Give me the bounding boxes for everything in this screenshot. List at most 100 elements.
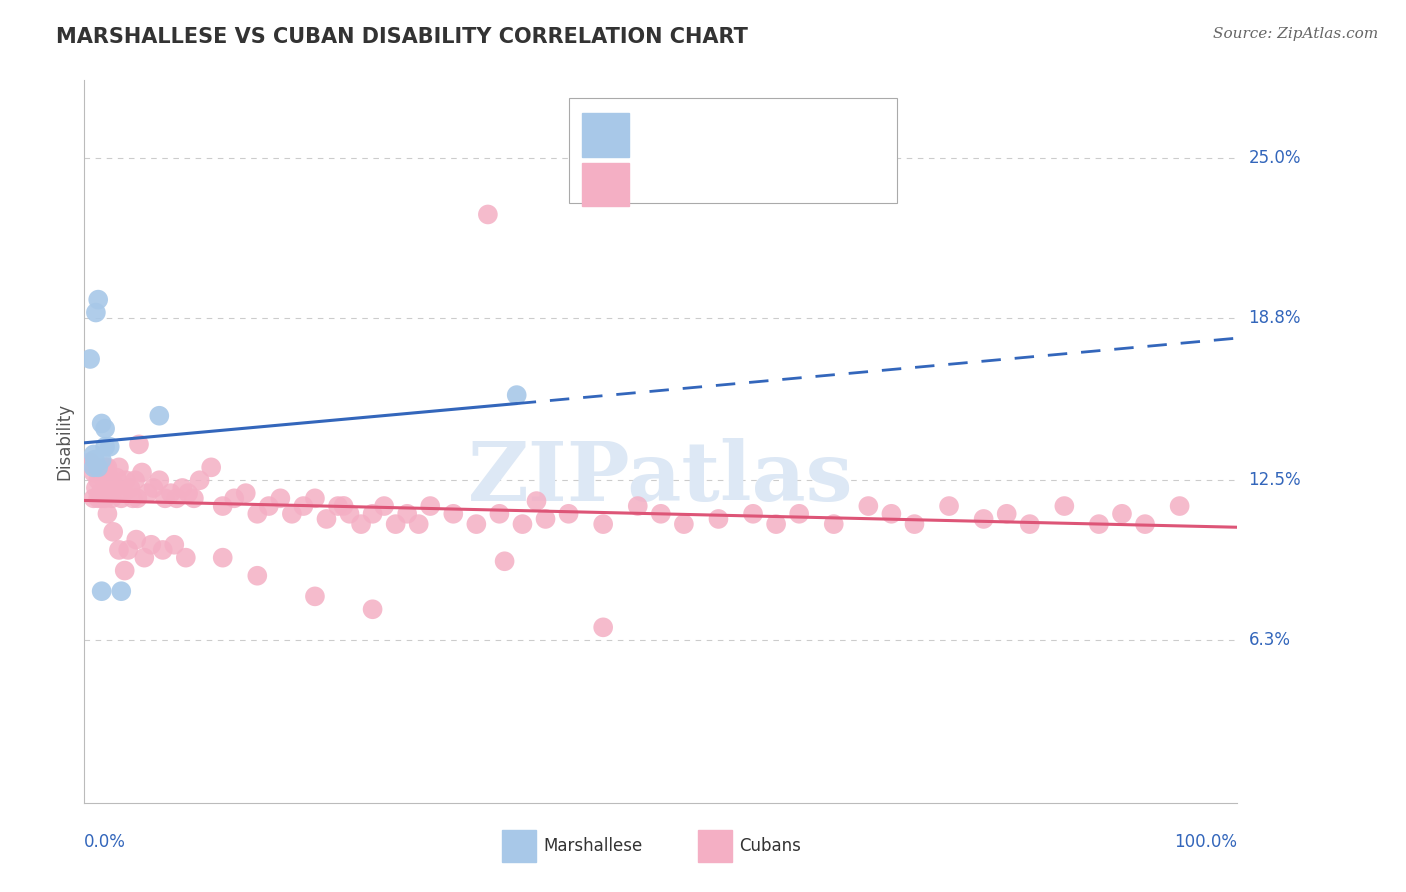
Point: [96, 460, 118, 475]
Point: [326, 499, 349, 513]
Point: [494, 554, 516, 568]
Point: [153, 491, 176, 506]
Point: [707, 512, 730, 526]
Point: [765, 517, 787, 532]
Text: R =: R =: [640, 126, 671, 144]
Point: [103, 481, 125, 495]
Point: [101, 473, 124, 487]
Point: [315, 512, 337, 526]
Point: [1053, 499, 1076, 513]
Text: 0.114: 0.114: [700, 126, 758, 144]
Point: [83, 447, 105, 461]
Point: [292, 499, 315, 513]
Point: [384, 517, 406, 532]
Point: [148, 409, 170, 423]
Text: Marshallese: Marshallese: [543, 838, 643, 855]
Point: [83, 466, 105, 480]
Text: 100.0%: 100.0%: [1174, 833, 1237, 851]
Point: [672, 517, 695, 532]
Point: [269, 491, 291, 506]
Point: [174, 550, 197, 565]
Point: [87, 491, 110, 506]
Point: [1018, 517, 1040, 532]
Point: [246, 568, 269, 582]
Point: [83, 452, 105, 467]
Text: MARSHALLESE VS CUBAN DISABILITY CORRELATION CHART: MARSHALLESE VS CUBAN DISABILITY CORRELAT…: [56, 27, 748, 46]
Point: [117, 542, 139, 557]
Point: [128, 437, 150, 451]
Point: [166, 491, 188, 506]
Point: [246, 507, 269, 521]
Point: [103, 524, 124, 539]
Point: [512, 517, 534, 532]
Point: [995, 507, 1018, 521]
Point: [101, 491, 124, 506]
Point: [87, 293, 110, 307]
Point: [83, 491, 105, 506]
Point: [141, 538, 163, 552]
Point: [592, 517, 614, 532]
Point: [419, 499, 441, 513]
Point: [332, 499, 354, 513]
Point: [87, 473, 110, 487]
Point: [84, 305, 107, 319]
Point: [1088, 517, 1111, 532]
Point: [257, 499, 280, 513]
Point: [396, 507, 419, 521]
FancyBboxPatch shape: [582, 113, 628, 157]
Text: 0.0%: 0.0%: [84, 833, 127, 851]
Point: [281, 507, 304, 521]
Point: [134, 550, 156, 565]
Point: [973, 512, 995, 526]
Point: [224, 491, 246, 506]
Point: [103, 481, 125, 495]
Point: [79, 351, 101, 366]
Point: [160, 486, 183, 500]
Point: [534, 512, 557, 526]
Point: [183, 491, 205, 506]
Text: 25.0%: 25.0%: [1249, 149, 1301, 167]
Point: [96, 466, 118, 480]
Point: [188, 473, 211, 487]
Point: [465, 517, 488, 532]
Point: [152, 542, 174, 557]
Text: Source: ZipAtlas.com: Source: ZipAtlas.com: [1212, 27, 1378, 41]
Point: [131, 466, 153, 480]
Text: R =: R =: [640, 175, 671, 194]
Point: [304, 590, 326, 604]
Point: [823, 517, 845, 532]
FancyBboxPatch shape: [502, 830, 536, 862]
Point: [938, 499, 960, 513]
Text: N =: N =: [773, 175, 804, 194]
Point: [125, 533, 148, 547]
Point: [787, 507, 810, 521]
Point: [108, 460, 131, 475]
Text: 12.5%: 12.5%: [1249, 471, 1301, 489]
Point: [90, 584, 112, 599]
Point: [87, 460, 110, 475]
Point: [120, 481, 142, 495]
Point: [105, 471, 128, 485]
Point: [94, 440, 117, 454]
Point: [880, 507, 903, 521]
Text: N =: N =: [773, 126, 804, 144]
Point: [94, 422, 117, 436]
Text: 6.3%: 6.3%: [1249, 632, 1291, 649]
Point: [94, 460, 117, 475]
Point: [361, 602, 384, 616]
Point: [172, 481, 194, 495]
Point: [115, 473, 138, 487]
Point: [557, 507, 579, 521]
Point: [1111, 507, 1133, 521]
Text: ZIPatlas: ZIPatlas: [468, 438, 853, 517]
Point: [488, 507, 510, 521]
Point: [858, 499, 880, 513]
Point: [1133, 517, 1156, 532]
Point: [211, 499, 233, 513]
Point: [98, 440, 121, 454]
Point: [177, 486, 200, 500]
Point: [114, 564, 136, 578]
Text: -0.056: -0.056: [700, 175, 759, 194]
Point: [235, 486, 257, 500]
Point: [627, 499, 650, 513]
